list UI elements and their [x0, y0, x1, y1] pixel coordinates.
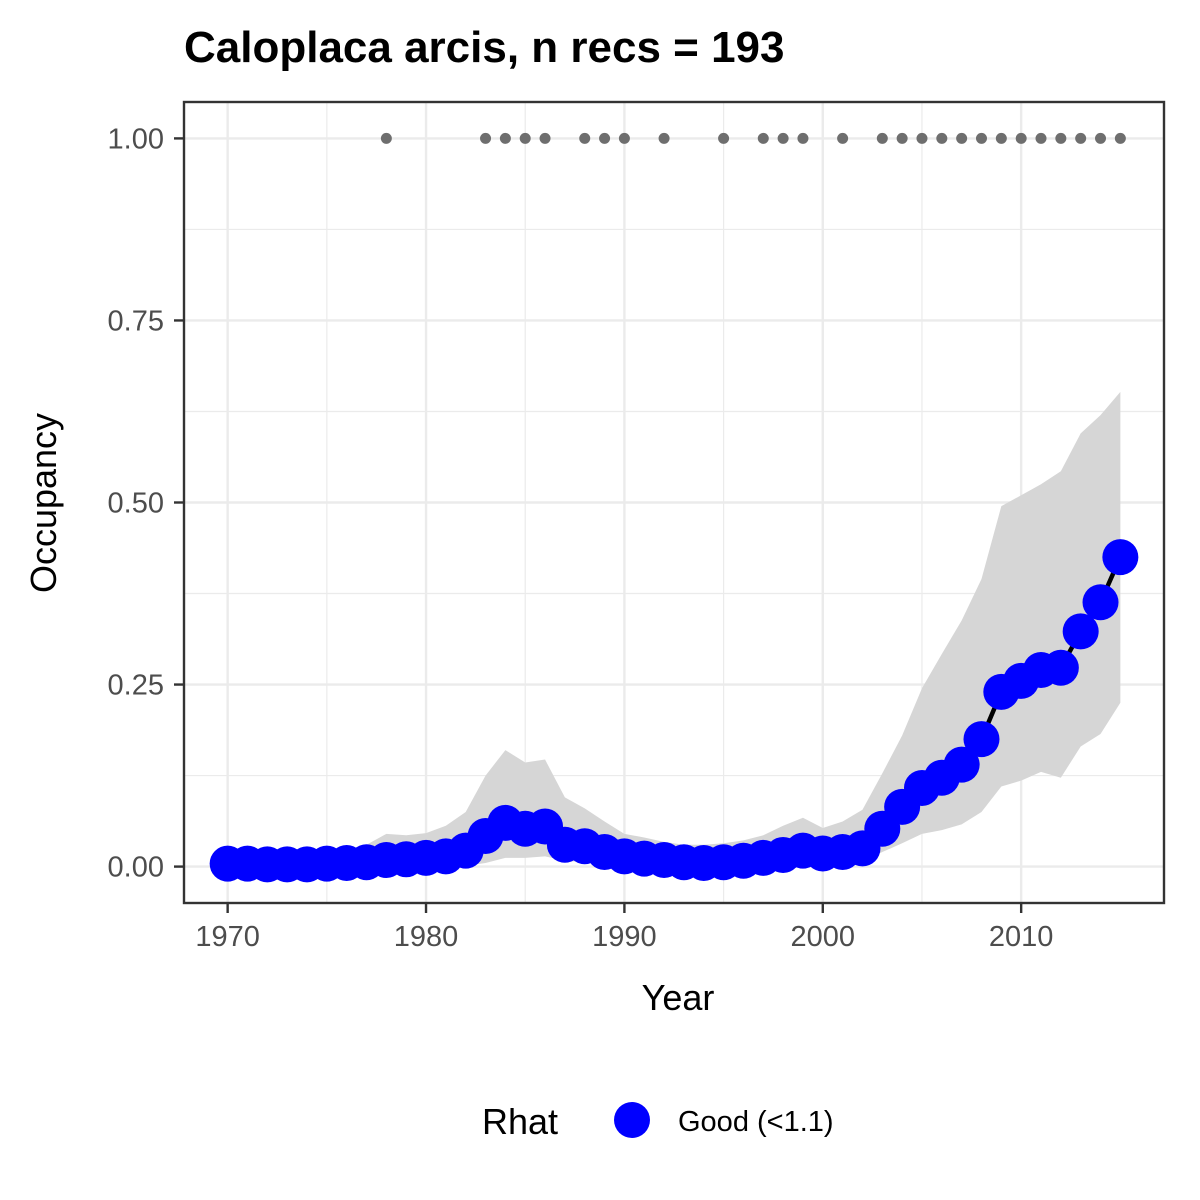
record-point	[936, 132, 948, 144]
record-point	[658, 132, 670, 144]
record-point	[499, 132, 511, 144]
record-point	[539, 132, 551, 144]
record-point	[718, 132, 730, 144]
y-axis-title: Occupancy	[23, 413, 64, 593]
legend-key-good	[614, 1102, 650, 1138]
chart-title: Caloplaca arcis, n recs = 193	[184, 23, 785, 72]
record-point	[916, 132, 928, 144]
record-point	[797, 132, 809, 144]
y-tick-label: 0.50	[108, 488, 164, 520]
occupancy-point	[943, 746, 980, 783]
record-point	[777, 132, 789, 144]
record-point	[480, 132, 492, 144]
record-point	[995, 132, 1007, 144]
record-point	[579, 132, 591, 144]
x-tick-label: 2010	[989, 921, 1054, 953]
y-tick-label: 1.00	[108, 123, 164, 155]
ci-band	[227, 391, 1121, 867]
y-tick-label: 0.00	[108, 852, 164, 884]
y-tick-label: 0.75	[108, 305, 164, 337]
record-point	[837, 132, 849, 144]
occupancy-point	[1082, 584, 1119, 621]
x-tick-label: 1980	[394, 921, 459, 953]
x-tick-label: 1990	[592, 921, 657, 953]
occupancy-point	[963, 721, 1000, 758]
credible-interval-band	[227, 391, 1121, 867]
legend-title: Rhat	[482, 1101, 558, 1142]
occupancy-point	[1042, 649, 1079, 686]
record-point	[757, 132, 769, 144]
legend-label-good: Good (<1.1)	[678, 1106, 834, 1138]
record-point	[380, 132, 392, 144]
legend: Rhat Good (<1.1)	[482, 1101, 834, 1142]
record-point	[1114, 132, 1126, 144]
record-point	[519, 132, 531, 144]
x-tick-label: 1970	[195, 921, 260, 953]
x-axis: 1970 1980 1990 2000 2010	[195, 903, 1053, 953]
record-point	[1055, 132, 1067, 144]
record-point	[975, 132, 987, 144]
occupancy-points	[209, 539, 1139, 883]
occupancy-point	[1062, 613, 1099, 650]
record-point	[618, 132, 630, 144]
occupancy-point	[1102, 539, 1139, 576]
record-point	[599, 132, 611, 144]
record-point	[1095, 132, 1107, 144]
record-point	[956, 132, 968, 144]
x-tick-label: 2000	[791, 921, 856, 953]
record-point	[1075, 132, 1087, 144]
x-axis-title: Year	[642, 977, 715, 1018]
record-point	[1015, 132, 1027, 144]
record-point	[876, 132, 888, 144]
record-point	[896, 132, 908, 144]
y-axis: 0.00 0.25 0.50 0.75 1.00	[108, 123, 184, 884]
record-point	[1035, 132, 1047, 144]
y-tick-label: 0.25	[108, 670, 164, 702]
record-points	[380, 132, 1126, 144]
